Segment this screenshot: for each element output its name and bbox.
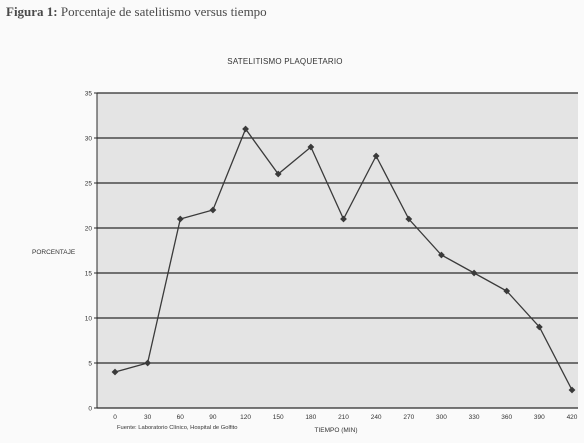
y-tick-label: 35 (85, 90, 93, 97)
data-point (372, 152, 380, 160)
data-point (144, 359, 152, 367)
source-note: Fuente: Laboratorio Clínico, Hospital de… (117, 425, 238, 431)
x-tick-label: 420 (567, 414, 578, 421)
x-tick-label: 270 (403, 414, 414, 421)
x-tick-label: 90 (209, 414, 217, 421)
figure-caption: Figura 1: Porcentaje de satelitismo vers… (6, 4, 267, 20)
x-axis-label: TIEMPO (MIN) (315, 427, 358, 434)
y-tick-label: 20 (85, 225, 93, 232)
y-tick-label: 30 (85, 135, 93, 142)
y-axis-label: PORCENTAJE (32, 249, 76, 256)
x-tick-label: 360 (501, 414, 512, 421)
data-point (405, 215, 413, 223)
data-point (535, 323, 543, 331)
figure-label: Figura 1: (6, 4, 58, 19)
x-tick-label: 210 (338, 414, 349, 421)
figure-caption-text: Porcentaje de satelitismo versus tiempo (60, 4, 267, 19)
data-point (242, 125, 249, 133)
x-tick-label: 330 (469, 414, 480, 421)
data-point (176, 215, 184, 223)
x-tick-label: 390 (534, 414, 545, 421)
data-point (111, 368, 119, 376)
x-tick-label: 0 (113, 414, 117, 421)
data-point (209, 206, 217, 214)
data-point (470, 269, 478, 277)
data-point (438, 251, 445, 259)
x-tick-label: 120 (240, 414, 251, 421)
y-tick-label: 0 (88, 405, 92, 412)
x-tick-label: 150 (273, 414, 284, 421)
x-tick-label: 300 (436, 414, 447, 421)
y-tick-label: 10 (85, 315, 93, 322)
x-tick-label: 30 (144, 414, 152, 421)
data-point (274, 170, 282, 178)
x-tick-label: 60 (177, 414, 185, 421)
plot-area (97, 93, 578, 408)
y-tick-label: 5 (88, 360, 92, 367)
data-point (307, 143, 315, 151)
y-tick-label: 25 (85, 180, 93, 187)
chart-title: SATELITISMO PLAQUETARIO (227, 57, 342, 66)
x-tick-label: 180 (305, 414, 316, 421)
data-point (503, 287, 511, 295)
data-point (340, 215, 347, 223)
y-tick-label: 15 (85, 270, 93, 277)
data-point (568, 386, 576, 394)
x-tick-label: 240 (371, 414, 382, 421)
